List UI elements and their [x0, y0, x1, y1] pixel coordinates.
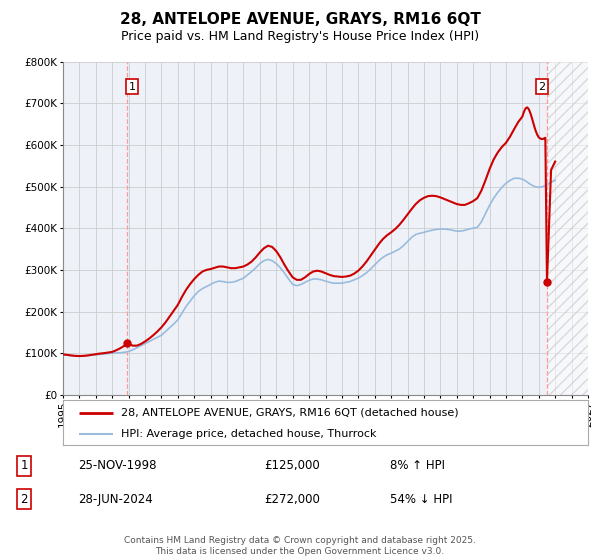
Text: £125,000: £125,000	[264, 459, 320, 472]
Text: 1: 1	[20, 459, 28, 472]
Text: 28-JUN-2024: 28-JUN-2024	[78, 493, 153, 506]
Text: £272,000: £272,000	[264, 493, 320, 506]
Text: 25-NOV-1998: 25-NOV-1998	[78, 459, 157, 472]
Text: 54% ↓ HPI: 54% ↓ HPI	[390, 493, 452, 506]
Text: 28, ANTELOPE AVENUE, GRAYS, RM16 6QT (detached house): 28, ANTELOPE AVENUE, GRAYS, RM16 6QT (de…	[121, 408, 458, 418]
Text: 8% ↑ HPI: 8% ↑ HPI	[390, 459, 445, 472]
Text: 2: 2	[20, 493, 28, 506]
Text: 28, ANTELOPE AVENUE, GRAYS, RM16 6QT: 28, ANTELOPE AVENUE, GRAYS, RM16 6QT	[119, 12, 481, 27]
Text: HPI: Average price, detached house, Thurrock: HPI: Average price, detached house, Thur…	[121, 429, 376, 439]
Text: 2: 2	[539, 82, 545, 92]
Text: Price paid vs. HM Land Registry's House Price Index (HPI): Price paid vs. HM Land Registry's House …	[121, 30, 479, 43]
Text: Contains HM Land Registry data © Crown copyright and database right 2025.
This d: Contains HM Land Registry data © Crown c…	[124, 536, 476, 556]
Text: 1: 1	[128, 82, 136, 92]
